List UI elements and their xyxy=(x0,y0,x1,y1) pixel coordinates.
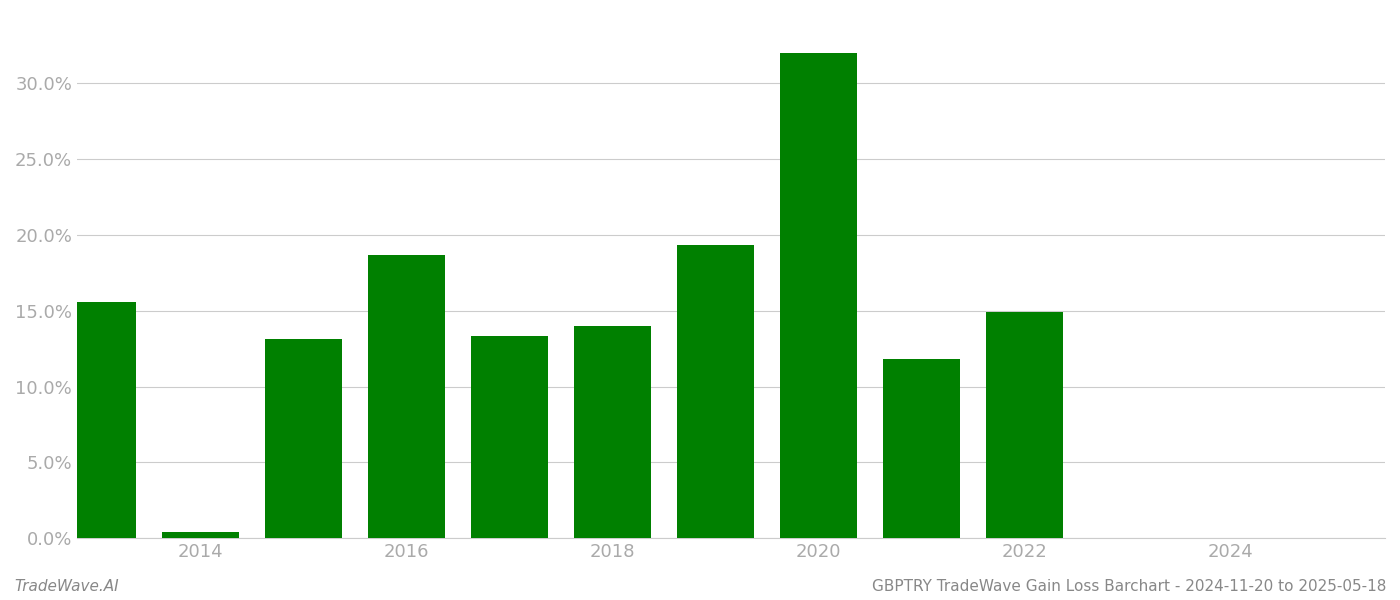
Bar xyxy=(265,340,342,538)
Bar xyxy=(368,254,445,538)
Bar xyxy=(986,312,1063,538)
Bar xyxy=(59,302,136,538)
Bar xyxy=(470,337,549,538)
Bar xyxy=(574,326,651,538)
Text: TradeWave.AI: TradeWave.AI xyxy=(14,579,119,594)
Bar xyxy=(780,53,857,538)
Bar xyxy=(883,359,960,538)
Text: GBPTRY TradeWave Gain Loss Barchart - 2024-11-20 to 2025-05-18: GBPTRY TradeWave Gain Loss Barchart - 20… xyxy=(872,579,1386,594)
Bar xyxy=(678,245,755,538)
Bar xyxy=(162,532,239,538)
